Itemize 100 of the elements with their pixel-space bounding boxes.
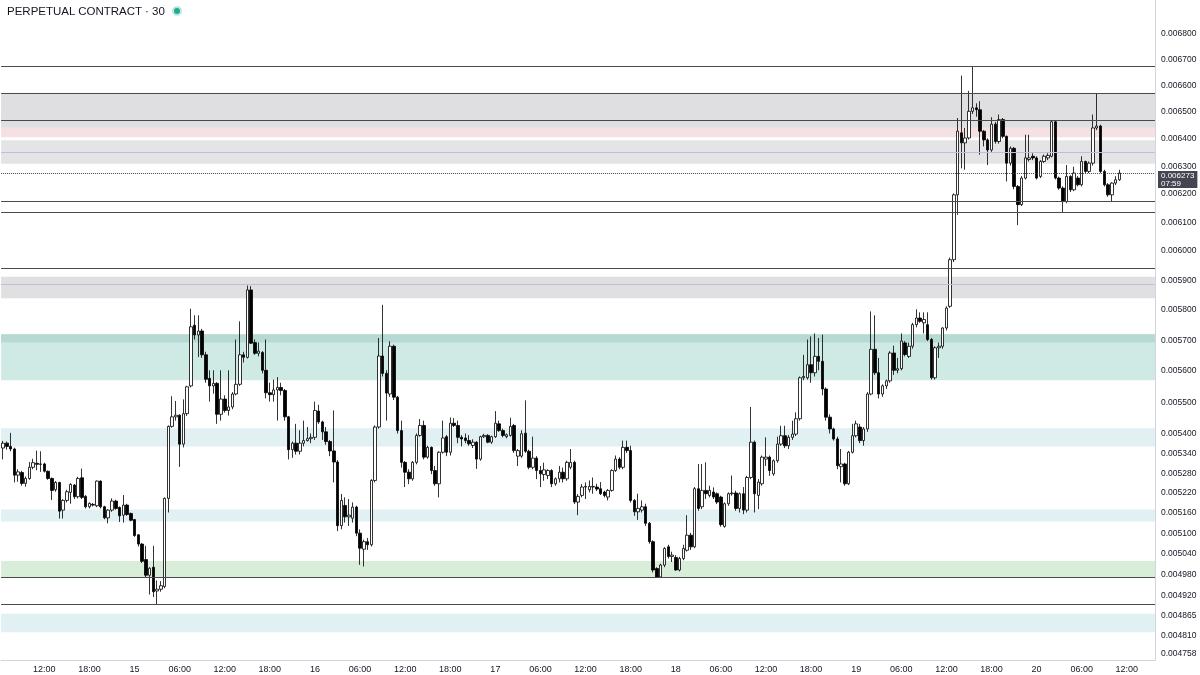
x-tick-label: 06:00 [890,663,913,674]
candlestick [584,482,587,500]
y-tick-label: 0.006600 [1161,79,1197,90]
x-tick-label: 12:00 [1115,663,1139,674]
candlestick [276,376,279,422]
candlestick [900,333,903,371]
x-tick-label: 12:00 [213,663,237,674]
candlestick [1035,155,1038,180]
candlestick [809,336,813,384]
x-tick-label: 12:00 [33,663,56,674]
candlestick [475,440,478,470]
y-tick-label: 0.004810 [1161,629,1197,640]
candlestick [783,425,787,449]
y-tick-label: 0.005100 [1161,527,1197,538]
candlestick [621,440,625,470]
y-tick-label: 0.005400 [1161,428,1197,439]
y-tick-label: 0.006500 [1161,106,1197,117]
chart-title: PERPETUAL CONTRACT · 30 [7,5,165,17]
y-tick-label: 0.006300 [1161,160,1197,171]
y-tick-label: 0.005800 [1161,304,1197,315]
candlestick [449,417,452,456]
x-tick-label: 20 [1031,663,1042,674]
candlestick [978,100,982,156]
x-tick-label: 06:00 [1070,663,1093,674]
candlestick [456,420,460,444]
x-tick-label: 12:00 [393,663,417,674]
x-tick-label: 18:00 [619,663,642,674]
y-tick-label: 0.006700 [1161,53,1197,64]
candlestick [227,369,230,416]
candlestick [550,468,553,488]
candlestick [719,495,723,528]
candlestick [1,440,5,460]
candlestick [264,339,268,399]
y-tick-label: 0.005500 [1161,396,1197,407]
x-tick-label: 06:00 [709,663,733,674]
y-tick-label: 0.005340 [1161,447,1197,458]
y-tick-label: 0.005280 [1161,467,1197,478]
x-tick-label: 18:00 [258,663,282,674]
candlestick [558,465,561,483]
x-tick-label: 18:00 [799,663,823,674]
y-tick-label: 0.004980 [1161,569,1197,580]
candlestick [712,487,715,500]
y-tick-label: 0.005900 [1161,274,1197,285]
x-tick-label: 06:00 [529,663,552,674]
y-tick-label: 0.004865 [1161,609,1197,620]
candlestick [422,420,426,460]
candlestick [806,339,809,381]
x-tick-label: 18:00 [78,663,101,674]
y-tick-label: 0.005040 [1161,548,1197,559]
candlestick [1080,155,1083,187]
candlestick [294,423,298,455]
candlestick [467,434,471,447]
x-tick-label: 12:00 [935,663,958,674]
candlestick [347,498,351,527]
x-tick-label: 16 [309,663,320,674]
candlestick [20,470,24,487]
x-tick-label: 18 [670,663,681,674]
y-tick-label: 0.005700 [1161,334,1197,345]
candlestick [636,493,640,521]
x-tick-label: 12:00 [574,663,597,674]
y-tick-label: 0.004758 [1161,648,1197,659]
candlestick [246,285,249,359]
candlestick [674,554,678,572]
x-tick-label: 06:00 [348,663,372,674]
candlestick [39,450,42,473]
candlestick [1118,169,1121,182]
y-tick-label: 0.005160 [1161,507,1197,518]
candlestick [858,423,862,444]
candlestick [197,314,200,358]
candlestick [313,401,317,441]
candlestick [738,491,741,513]
candlestick [599,481,602,496]
candlestick [486,433,490,444]
candlestick [69,482,72,505]
candlestick [464,433,467,444]
x-tick-label: 12:00 [754,663,778,674]
candlestick [1072,166,1076,192]
y-tick-label: 0.005600 [1161,365,1197,376]
x-tick-label: 18:00 [439,663,462,674]
candlestick [591,477,595,495]
y-tick-label: 0.006100 [1161,216,1197,227]
candlestick [1039,159,1042,179]
candlestick [997,114,1001,145]
x-tick-label: 17 [490,663,501,674]
candlestick [700,463,704,510]
candlestick [122,494,125,524]
y-tick-label: 0.005220 [1161,487,1197,498]
candlestick [58,481,61,519]
x-tick-label: 06:00 [168,663,191,674]
candlestick [219,369,223,422]
y-tick-label: 0.004920 [1161,590,1197,601]
y-tick-label: 0.006400 [1161,133,1197,144]
x-tick-label: 15 [129,663,140,674]
candlestick [35,450,39,471]
y-tick-label: 0.006200 [1161,188,1197,199]
candlestick [95,480,99,508]
x-tick-label: 19 [851,663,862,674]
y-tick-label: 0.006800 [1161,27,1197,38]
ref-line-label: 0.006273 07:59 [1161,171,1195,189]
y-tick-label: 0.006000 [1161,245,1197,256]
